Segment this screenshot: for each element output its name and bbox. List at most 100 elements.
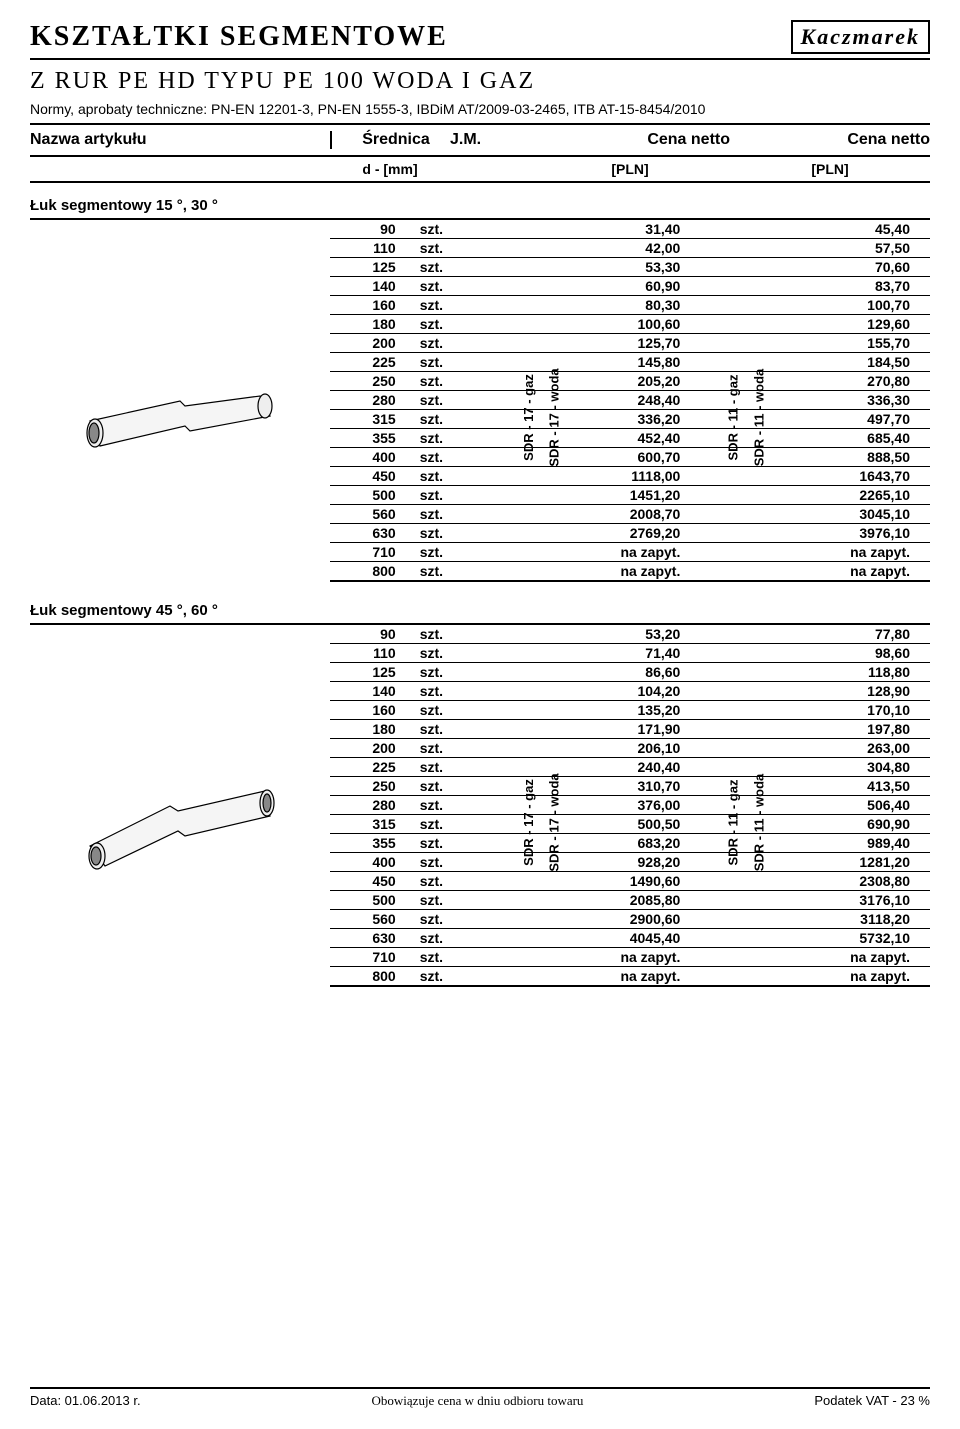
table-row: 315szt.336,20497,70 bbox=[330, 410, 930, 429]
cell-unit: szt. bbox=[416, 353, 491, 372]
norms-text: Normy, aprobaty techniczne: PN-EN 12201-… bbox=[30, 101, 930, 117]
cell-price2: 888,50 bbox=[710, 448, 930, 467]
cell-unit: szt. bbox=[416, 448, 491, 467]
table-header: Nazwa artykułu Średnica J.M. Cena netto … bbox=[30, 123, 930, 157]
page-footer: Data: 01.06.2013 r. Obowiązuje cena w dn… bbox=[30, 1387, 930, 1409]
cell-price1: 4045,40 bbox=[491, 929, 711, 948]
table-row: 355szt.452,40685,40 bbox=[330, 429, 930, 448]
table-row: 400szt.600,70888,50 bbox=[330, 448, 930, 467]
cell-diameter: 160 bbox=[330, 701, 416, 720]
cell-price1: na zapyt. bbox=[491, 543, 711, 562]
cell-diameter: 200 bbox=[330, 334, 416, 353]
cell-price2: 100,70 bbox=[710, 296, 930, 315]
cell-unit: szt. bbox=[416, 853, 491, 872]
cell-price2: 304,80 bbox=[710, 758, 930, 777]
sdr11-woda-label: SDR - 11 - woda bbox=[751, 774, 766, 872]
table-row: 800szt.na zapyt.na zapyt. bbox=[330, 562, 930, 582]
cell-price2: na zapyt. bbox=[710, 562, 930, 582]
cell-diameter: 200 bbox=[330, 739, 416, 758]
cell-price1: 171,90 bbox=[491, 720, 711, 739]
cell-price1: 2900,60 bbox=[491, 910, 711, 929]
cell-unit: szt. bbox=[416, 834, 491, 853]
cell-unit: szt. bbox=[416, 524, 491, 543]
page-title: KSZTAŁTKI SEGMENTOWE bbox=[30, 21, 448, 53]
sdr11-gaz-label: SDR - 11 - gaz bbox=[725, 375, 740, 461]
cell-diameter: 110 bbox=[330, 644, 416, 663]
cell-unit: szt. bbox=[416, 872, 491, 891]
cell-unit: szt. bbox=[416, 682, 491, 701]
cell-diameter: 250 bbox=[330, 372, 416, 391]
sub-p2: [PLN] bbox=[730, 161, 930, 177]
cell-price1: 53,30 bbox=[491, 258, 711, 277]
cell-diameter: 560 bbox=[330, 910, 416, 929]
cell-price1: na zapyt. bbox=[491, 948, 711, 967]
cell-price1: 100,60 bbox=[491, 315, 711, 334]
col-name: Nazwa artykułu bbox=[30, 131, 330, 149]
table-row: 355szt.683,20989,40 bbox=[330, 834, 930, 853]
price-table-1: 90szt.31,4045,40110szt.42,0057,50125szt.… bbox=[330, 220, 930, 582]
table-row: 90szt.53,2077,80 bbox=[330, 625, 930, 644]
cell-price2: 263,00 bbox=[710, 739, 930, 758]
cell-unit: szt. bbox=[416, 296, 491, 315]
cell-price2: 70,60 bbox=[710, 258, 930, 277]
cell-unit: szt. bbox=[416, 758, 491, 777]
table-row: 225szt.145,80184,50 bbox=[330, 353, 930, 372]
table-row: 710szt.na zapyt.na zapyt. bbox=[330, 543, 930, 562]
pipe-bend-45-60-icon bbox=[30, 625, 330, 987]
table-row: 400szt.928,201281,20 bbox=[330, 853, 930, 872]
table-row: 180szt.100,60129,60 bbox=[330, 315, 930, 334]
sdr17-woda-label: SDR - 17 - woda bbox=[547, 368, 562, 466]
cell-unit: szt. bbox=[416, 777, 491, 796]
cell-price1: na zapyt. bbox=[491, 967, 711, 987]
cell-diameter: 710 bbox=[330, 543, 416, 562]
cell-unit: szt. bbox=[416, 429, 491, 448]
cell-price2: 2308,80 bbox=[710, 872, 930, 891]
cell-unit: szt. bbox=[416, 486, 491, 505]
footer-date: Data: 01.06.2013 r. bbox=[30, 1393, 141, 1409]
table-row: 110szt.42,0057,50 bbox=[330, 239, 930, 258]
cell-diameter: 800 bbox=[330, 562, 416, 582]
cell-diameter: 400 bbox=[330, 853, 416, 872]
cell-price2: 45,40 bbox=[710, 220, 930, 239]
cell-unit: szt. bbox=[416, 929, 491, 948]
table-row: 800szt.na zapyt.na zapyt. bbox=[330, 967, 930, 987]
cell-unit: szt. bbox=[416, 277, 491, 296]
col-jm: J.M. bbox=[450, 131, 530, 149]
table-row: 280szt.376,00506,40 bbox=[330, 796, 930, 815]
sub-p1: [PLN] bbox=[530, 161, 730, 177]
price-table-2: 90szt.53,2077,80110szt.71,4098,60125szt.… bbox=[330, 625, 930, 987]
cell-price2: 989,40 bbox=[710, 834, 930, 853]
company-logo: Kaczmarek bbox=[791, 20, 930, 54]
cell-price2: na zapyt. bbox=[710, 948, 930, 967]
pipe-bend-15-30-icon bbox=[30, 220, 330, 582]
table-row: 630szt.2769,203976,10 bbox=[330, 524, 930, 543]
col-price1: Cena netto bbox=[530, 131, 730, 149]
cell-unit: szt. bbox=[416, 562, 491, 582]
cell-unit: szt. bbox=[416, 701, 491, 720]
cell-price1: 80,30 bbox=[491, 296, 711, 315]
cell-unit: szt. bbox=[416, 796, 491, 815]
cell-unit: szt. bbox=[416, 644, 491, 663]
table-row: 560szt.2900,603118,20 bbox=[330, 910, 930, 929]
sub-d: d - [mm] bbox=[330, 161, 450, 177]
cell-price2: 690,90 bbox=[710, 815, 930, 834]
cell-price2: na zapyt. bbox=[710, 543, 930, 562]
section1-title: Łuk segmentowy 15 °, 30 ° bbox=[30, 197, 930, 220]
cell-price2: 506,40 bbox=[710, 796, 930, 815]
cell-price1: 60,90 bbox=[491, 277, 711, 296]
cell-price2: 118,80 bbox=[710, 663, 930, 682]
cell-diameter: 90 bbox=[330, 625, 416, 644]
table-row: 500szt.2085,803176,10 bbox=[330, 891, 930, 910]
table-row: 200szt.206,10263,00 bbox=[330, 739, 930, 758]
cell-unit: szt. bbox=[416, 625, 491, 644]
cell-diameter: 225 bbox=[330, 353, 416, 372]
cell-price1: 135,20 bbox=[491, 701, 711, 720]
table-row: 90szt.31,4045,40 bbox=[330, 220, 930, 239]
cell-diameter: 110 bbox=[330, 239, 416, 258]
cell-price2: 128,90 bbox=[710, 682, 930, 701]
cell-price1: 240,40 bbox=[491, 758, 711, 777]
cell-diameter: 450 bbox=[330, 467, 416, 486]
cell-price2: 155,70 bbox=[710, 334, 930, 353]
cell-diameter: 125 bbox=[330, 258, 416, 277]
cell-diameter: 355 bbox=[330, 834, 416, 853]
